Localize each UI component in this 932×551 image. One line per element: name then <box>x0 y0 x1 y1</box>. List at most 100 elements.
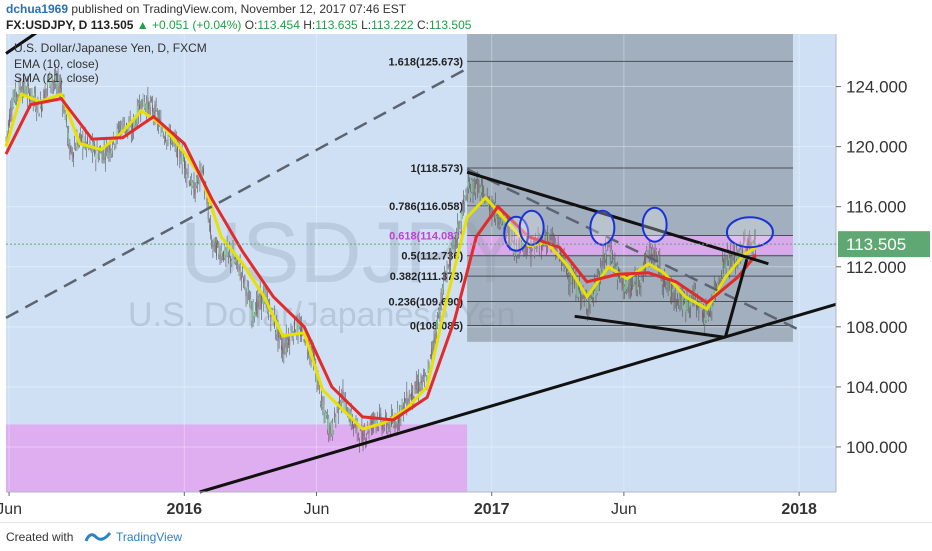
candle-body <box>683 295 684 300</box>
candle-body <box>48 76 49 79</box>
candle-body <box>574 276 576 288</box>
trendline-solid[interactable] <box>723 258 749 338</box>
candle-body <box>28 84 29 86</box>
candle-body <box>629 286 631 288</box>
candle-body <box>236 256 237 262</box>
candle-body <box>357 433 359 436</box>
candle-body <box>344 399 346 413</box>
publish-line: dchua1969 published on TradingView.com, … <box>6 2 406 16</box>
candle-body <box>19 86 21 91</box>
highlight-ellipse[interactable] <box>503 215 530 252</box>
candle-body <box>404 397 405 403</box>
candle-body <box>381 424 383 430</box>
candle-body <box>307 348 308 350</box>
candle-body <box>273 316 275 328</box>
candle-body <box>321 395 323 402</box>
candle-body <box>558 250 560 253</box>
candle-body <box>216 242 217 257</box>
candle-body <box>285 335 287 349</box>
candle-body <box>201 173 203 179</box>
highlight-ellipse[interactable] <box>641 206 668 243</box>
highlight-ellipse[interactable] <box>518 209 545 246</box>
candle-body <box>593 294 595 298</box>
candle-body <box>187 172 189 174</box>
candle-body <box>101 153 103 163</box>
candle-body <box>443 281 444 289</box>
candle-body <box>329 425 331 434</box>
candle-body <box>80 131 81 133</box>
x-tick-label: 2016 <box>166 501 202 518</box>
candle-body <box>737 253 739 261</box>
candle-body <box>379 413 381 418</box>
candle-body <box>162 134 164 137</box>
candle-body <box>265 295 267 298</box>
candle-body <box>110 149 112 155</box>
candle-body <box>223 251 224 260</box>
trendline-dashed[interactable] <box>466 168 800 331</box>
candle-body <box>132 123 133 132</box>
candle-body <box>246 286 248 293</box>
candle-body <box>755 239 757 251</box>
candle-body <box>55 74 57 84</box>
candle-body <box>482 186 483 188</box>
candle-body <box>385 415 386 417</box>
candle-body <box>18 83 20 96</box>
candle-body <box>483 187 485 193</box>
candle-body <box>149 102 151 107</box>
candle-body <box>550 238 552 241</box>
fib-level-label: 0.786(116.058) <box>389 201 463 213</box>
tradingview-brand[interactable]: TradingView <box>116 530 183 544</box>
candle-body <box>212 245 214 247</box>
candle-body <box>474 188 476 193</box>
candle-body <box>203 168 204 174</box>
candle-body <box>727 253 729 261</box>
candle-body <box>477 178 479 195</box>
candle-body <box>84 136 86 142</box>
candle-body <box>141 99 143 111</box>
candle-body <box>740 246 742 257</box>
candle-body <box>74 146 75 149</box>
candle-body <box>139 104 141 109</box>
candle-body <box>421 376 423 386</box>
candle-body <box>666 285 668 287</box>
candle-body <box>255 310 256 317</box>
indicator-sma: SMA (21, close) <box>14 71 99 85</box>
y-tick-label: 104.000 <box>846 378 907 397</box>
candle-body <box>732 252 734 258</box>
candle-body <box>431 349 433 357</box>
candle-body <box>587 308 589 313</box>
candle-body <box>61 88 62 90</box>
candle-body <box>485 200 487 203</box>
candle-body <box>633 282 635 286</box>
candle-body <box>451 246 453 252</box>
highlight-ellipse[interactable] <box>589 209 616 246</box>
price-chart[interactable]: USDJPY U.S. Dollar/Japanese Yen 1.618(12… <box>0 34 932 522</box>
candle-body <box>513 242 515 257</box>
candle-body <box>662 277 664 287</box>
candle-body <box>748 239 749 246</box>
trendline-solid[interactable] <box>199 302 837 494</box>
candle-body <box>570 271 572 283</box>
candle-body <box>677 294 678 296</box>
candle-body <box>661 281 663 285</box>
candle-body <box>363 433 365 437</box>
candle-body <box>742 249 744 255</box>
candle-body <box>161 130 163 132</box>
highlight-ellipse[interactable] <box>725 216 774 249</box>
candle-body <box>688 297 690 308</box>
candle-body <box>104 156 106 160</box>
high-label: H: <box>303 18 316 32</box>
trendline-solid[interactable] <box>5 34 38 55</box>
trendline-solid[interactable] <box>574 314 726 339</box>
y-tick-label: 108.000 <box>846 318 907 337</box>
x-tick-label: 2017 <box>474 501 510 518</box>
candle-body <box>275 329 276 332</box>
candle-body <box>486 195 488 198</box>
author-link[interactable]: dchua1969 <box>6 2 69 16</box>
candle-body <box>592 288 593 298</box>
candle-body <box>98 152 100 158</box>
candle-body <box>685 298 687 312</box>
trendline-solid[interactable] <box>466 170 769 266</box>
candle-body <box>24 83 26 91</box>
candle-body <box>134 120 136 126</box>
